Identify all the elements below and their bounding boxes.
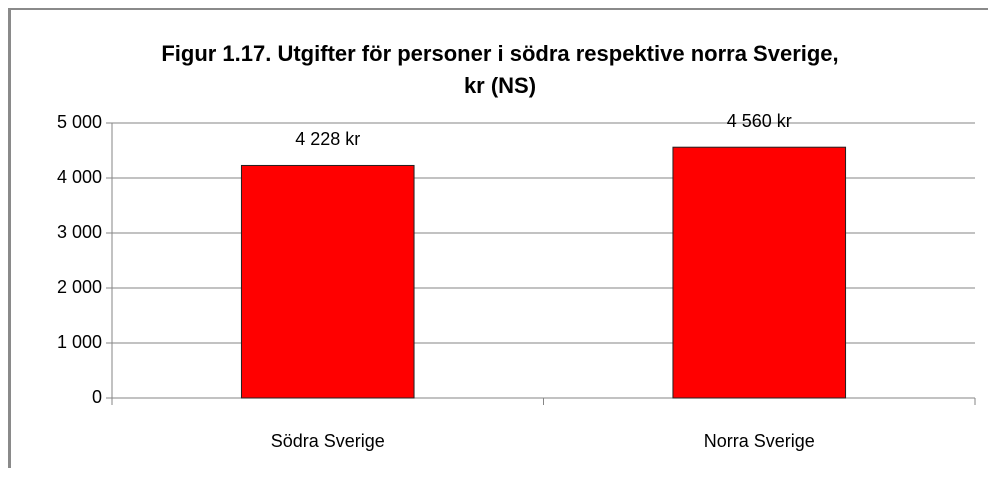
y-tick-label: 5 000 (57, 112, 102, 132)
chart-frame (8, 8, 988, 468)
y-tick-label: 3 000 (57, 222, 102, 242)
data-label: 4 560 kr (727, 111, 792, 131)
bar (240, 164, 415, 399)
bar (672, 146, 847, 399)
y-tick-label: 4 000 (57, 167, 102, 187)
chart-title: Figur 1.17. Utgifter för personer i södr… (161, 41, 839, 98)
y-tick-label: 2 000 (57, 277, 102, 297)
data-label: 4 228 kr (295, 129, 360, 149)
x-tick-label: Södra Sverige (271, 431, 385, 451)
y-tick-label: 0 (92, 387, 102, 407)
y-tick-label: 1 000 (57, 332, 102, 352)
x-tick-label: Norra Sverige (704, 431, 815, 451)
